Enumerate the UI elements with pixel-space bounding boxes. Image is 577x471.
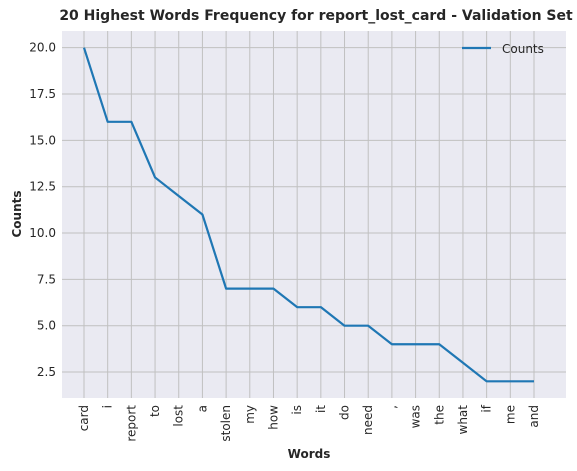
x-tick-label: if (480, 404, 494, 412)
x-tick-label: is (290, 405, 304, 415)
x-tick-label: it (314, 405, 328, 413)
series-line-counts (82, 47, 534, 383)
x-tick-label: the (432, 405, 446, 425)
x-tick-label: report (124, 405, 138, 442)
legend-label-counts: Counts (502, 42, 544, 56)
legend: Counts (462, 42, 544, 56)
x-tick-label: my (243, 405, 257, 424)
x-tick-label: to (148, 405, 162, 417)
x-tick-label: me (503, 405, 517, 424)
y-tick-label: 5.0 (37, 319, 56, 333)
x-tick-label: card (77, 405, 91, 431)
y-tick-label: 20.0 (29, 41, 56, 55)
grid-lines (62, 31, 566, 398)
y-tick-label: 7.5 (37, 272, 56, 286)
y-tick-label: 12.5 (29, 180, 56, 194)
y-tick-label: 15.0 (29, 133, 56, 147)
x-tick-label: i (101, 405, 115, 408)
y-tick-label: 17.5 (29, 87, 56, 101)
x-tick-label: do (338, 405, 352, 420)
y-tick-label: 2.5 (37, 365, 56, 379)
x-axis-label: Words (288, 447, 331, 461)
x-tick-label: and (527, 405, 541, 428)
y-axis-label: Counts (10, 190, 24, 237)
x-tick-label: , (385, 405, 399, 409)
x-tick-label: lost (172, 405, 186, 427)
x-axis-ticks: card i report to lost a stolen my how is it do need,… (77, 404, 541, 441)
y-tick-label: 10.0 (29, 226, 56, 240)
x-tick-label: what (456, 405, 470, 435)
series-lines (82, 47, 535, 383)
y-axis-ticks: 2.5 5.0 7.5 10.0 12.5 15.0 17.5 20.0 (29, 41, 56, 379)
chart-title: 20 Highest Words Frequency for report_lo… (59, 8, 573, 24)
x-tick-label: how (266, 405, 280, 430)
x-tick-label: stolen (219, 405, 233, 442)
x-tick-label: was (409, 405, 423, 428)
plot-area (62, 31, 566, 398)
x-tick-label: need (361, 405, 375, 435)
x-tick-label: a (195, 405, 209, 412)
